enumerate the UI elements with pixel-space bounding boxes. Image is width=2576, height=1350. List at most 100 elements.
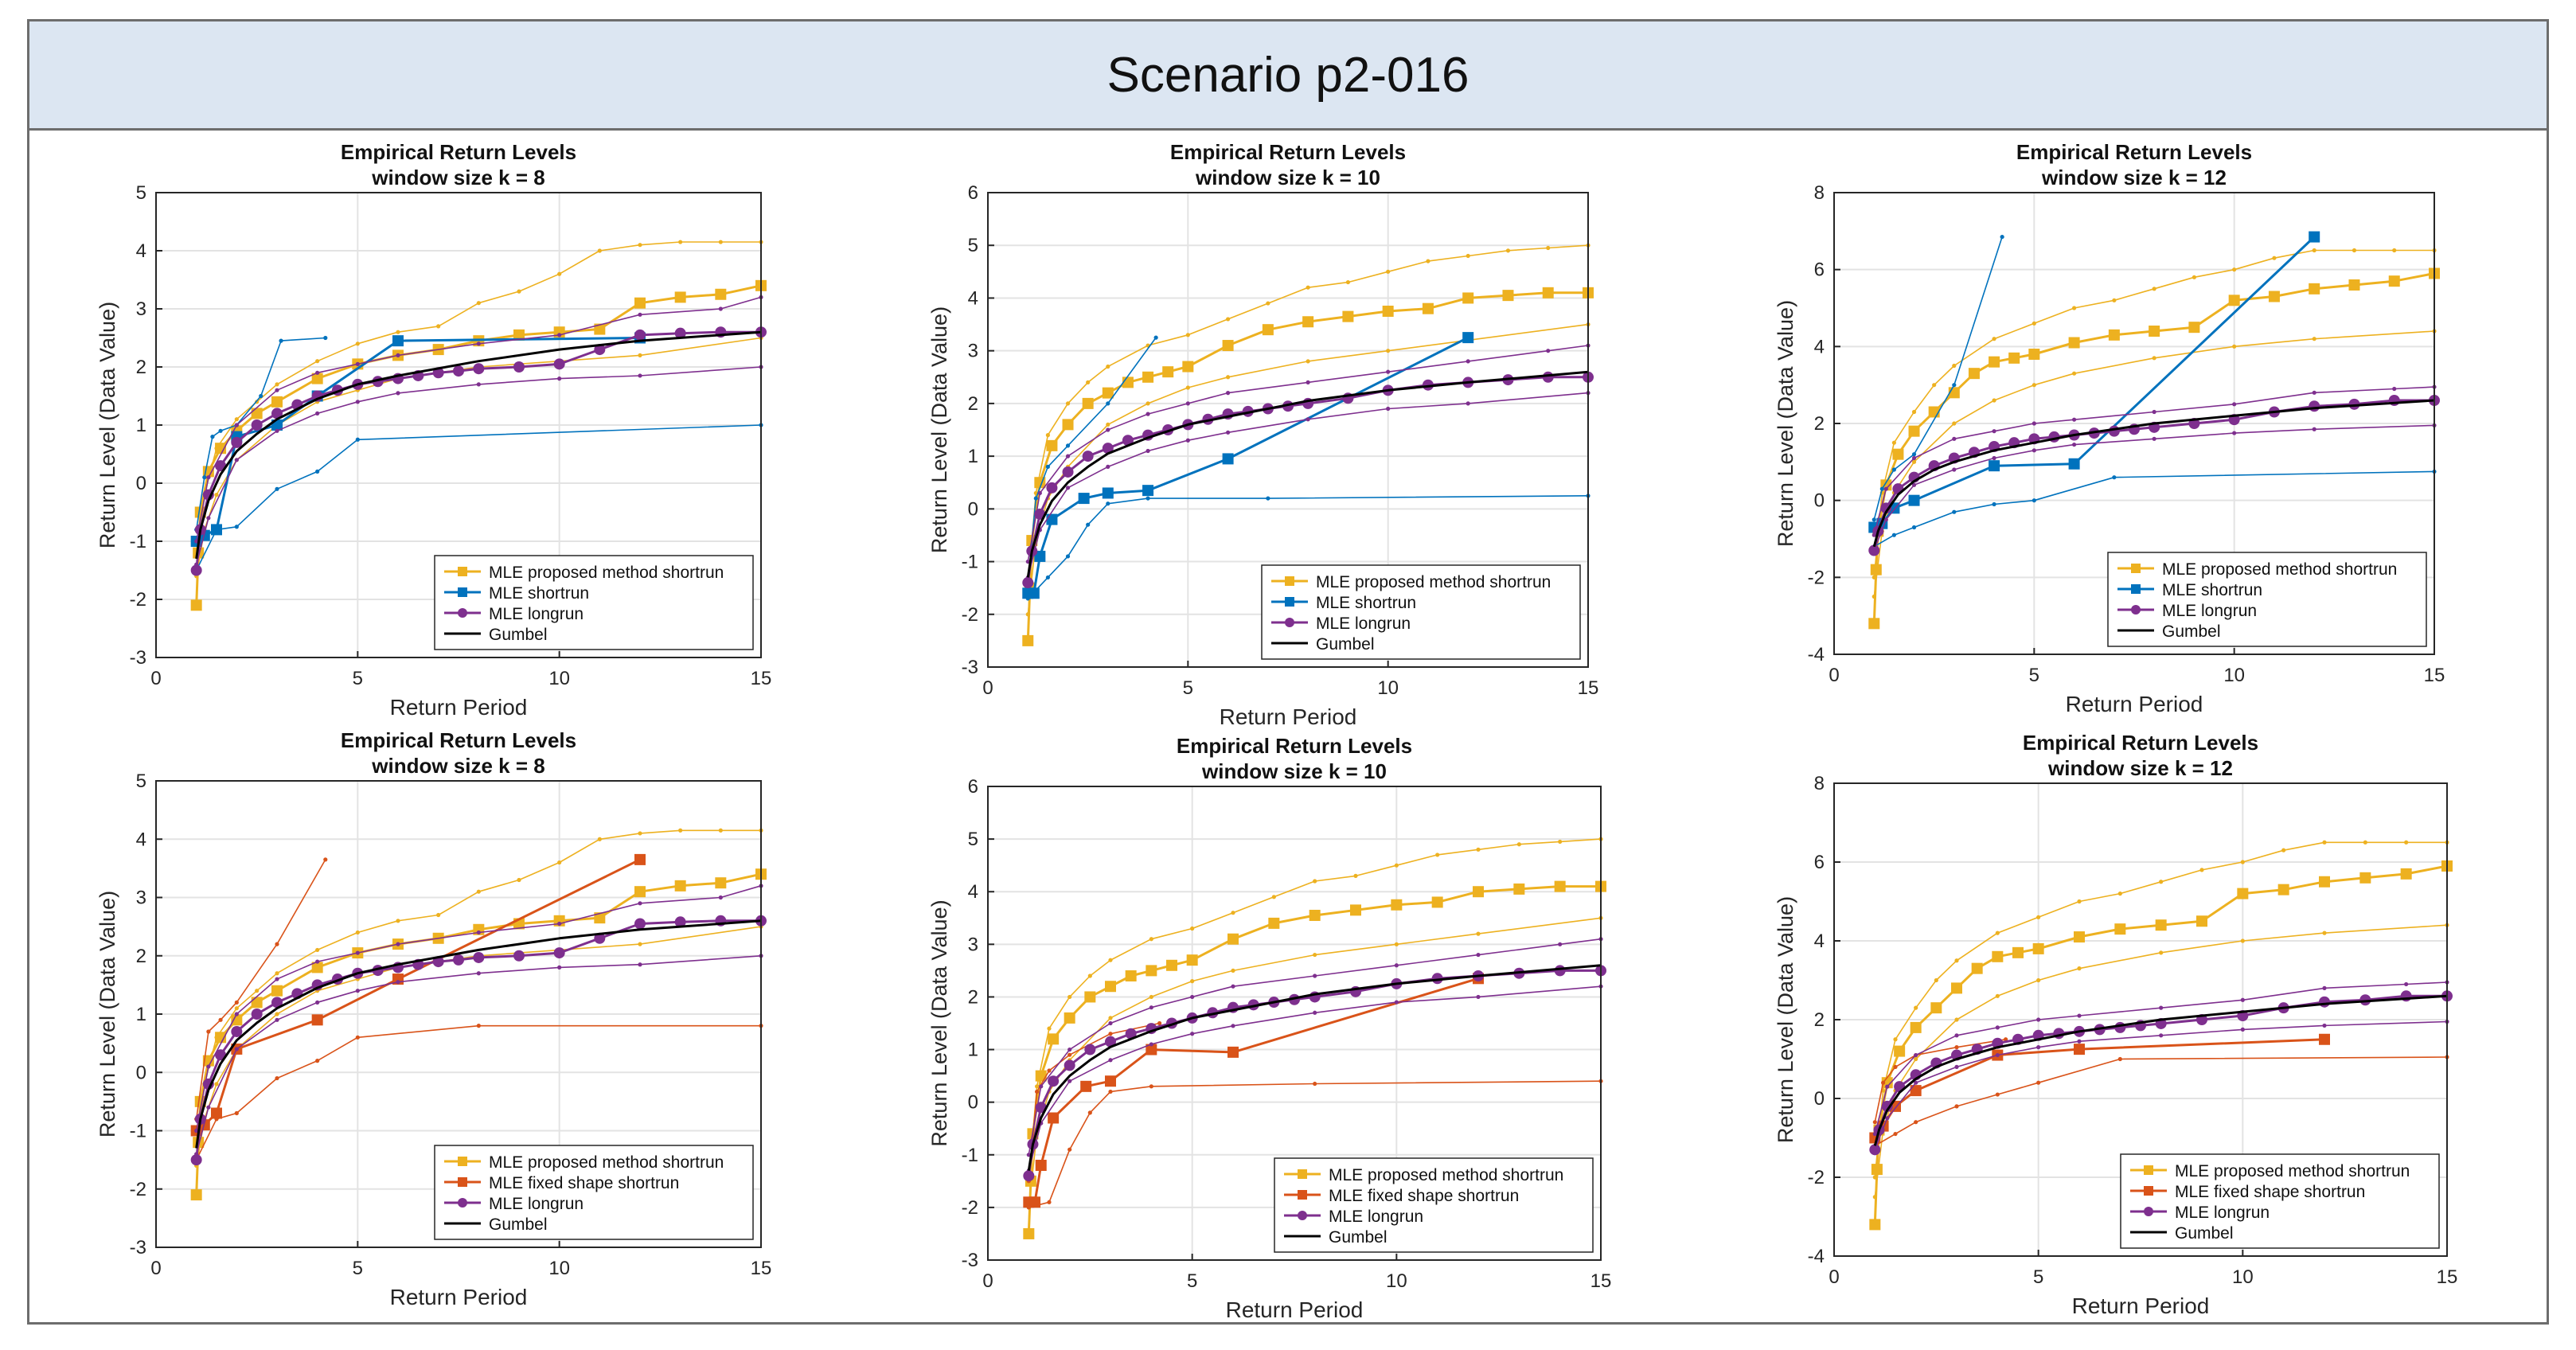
data-point <box>275 1017 279 1022</box>
data-point <box>1885 1084 1890 1089</box>
data-point <box>2159 880 2164 884</box>
data-point <box>1306 417 1310 422</box>
data-point <box>1910 1085 1922 1097</box>
data-point <box>355 1035 360 1040</box>
data-point <box>678 240 683 244</box>
data-point <box>1045 433 1050 438</box>
data-point <box>594 932 606 944</box>
data-point <box>1954 1033 1959 1038</box>
data-point <box>1476 952 1481 958</box>
legend-swatch-marker <box>1285 576 1294 586</box>
data-point <box>638 243 642 248</box>
series-longrun-bound <box>194 954 763 1157</box>
legend-swatch-marker <box>1298 1211 1307 1220</box>
legend: MLE proposed method shortrun MLE fixed sh… <box>2120 1153 2440 1249</box>
x-tick-label: 0 <box>150 1258 161 1279</box>
y-tick-label: 1 <box>968 1040 978 1061</box>
data-point <box>2312 390 2316 395</box>
x-tick-label: 15 <box>1578 677 1599 699</box>
legend-swatch-marker <box>1285 597 1294 607</box>
series-longrun-bound <box>194 365 763 567</box>
data-point <box>2036 977 2041 983</box>
data-point <box>1466 401 1470 406</box>
data-point <box>557 965 562 970</box>
data-point <box>1554 965 1566 977</box>
y-tick-label: -2 <box>962 1197 978 1219</box>
data-point <box>1431 896 1443 908</box>
data-point <box>634 297 646 309</box>
data-point <box>1954 1104 1959 1109</box>
series-gumbel-gumbel <box>1026 370 1589 578</box>
y-tick-label: 4 <box>136 240 146 262</box>
legend-swatch-marker <box>458 1177 467 1187</box>
y-tick-label: -2 <box>130 1179 146 1200</box>
data-point <box>2240 860 2245 864</box>
y-tick-label: -2 <box>1808 567 1825 588</box>
legend-entry-label: MLE shortrun <box>1316 594 1416 612</box>
chart-panel-3: 0 5 10 15 -4 -2 0 2 4 6 8 Empirical Return Levelswi… <box>1774 140 2445 716</box>
data-point <box>2196 915 2207 927</box>
data-point <box>275 1012 279 1016</box>
series-line <box>1873 249 2434 578</box>
data-point <box>279 338 283 343</box>
data-point <box>251 997 263 1009</box>
series-gumbel-gumbel <box>195 330 762 560</box>
series-line <box>1873 236 2003 521</box>
y-tick-label: 2 <box>136 357 146 378</box>
data-point <box>1067 994 1072 1000</box>
data-point <box>1872 575 1876 579</box>
data-point <box>1992 337 1996 341</box>
data-point <box>1228 1046 1239 1058</box>
data-point <box>1142 371 1154 383</box>
data-point <box>275 942 279 946</box>
data-point <box>1190 926 1195 931</box>
data-point <box>1023 1170 1035 1182</box>
legend-entry-label: MLE proposed method shortrun <box>489 1153 724 1172</box>
series-fixed-bound <box>1026 1079 1603 1210</box>
data-point <box>1313 973 1317 978</box>
data-point <box>1149 1042 1153 1047</box>
data-point <box>1080 1080 1092 1092</box>
y-tick-label: 6 <box>1814 852 1825 873</box>
x-tick-label: 5 <box>2029 665 2039 686</box>
data-point <box>315 947 320 953</box>
data-point <box>2032 498 2036 503</box>
data-point <box>2240 997 2245 1002</box>
data-point <box>2268 291 2280 302</box>
data-point <box>634 886 646 898</box>
legend-swatch-marker <box>2131 564 2141 573</box>
data-point <box>473 363 485 375</box>
data-point <box>1952 421 1957 426</box>
y-tick-label: 0 <box>1814 490 1825 512</box>
data-point <box>315 959 320 964</box>
data-point <box>1146 401 1150 406</box>
legend-swatch-marker <box>1285 618 1294 627</box>
data-point <box>1391 899 1403 911</box>
data-point <box>2072 417 2077 422</box>
series-line <box>195 919 762 1149</box>
data-point <box>1022 577 1034 589</box>
legend-entry-label: MLE fixed shape shortrun <box>489 1174 679 1192</box>
data-point <box>1309 909 1321 921</box>
data-point <box>1146 412 1150 416</box>
data-point <box>311 1014 323 1026</box>
y-tick-label: 1 <box>136 1004 146 1025</box>
data-point <box>194 562 199 567</box>
data-point <box>2068 458 2080 470</box>
legend: MLE proposed method shortrun MLE fixed sh… <box>434 1145 754 1240</box>
data-point <box>190 1154 202 1166</box>
data-point <box>1894 1045 1906 1057</box>
series-longrun-bound <box>1025 391 1590 580</box>
data-point <box>634 918 646 930</box>
data-point <box>1146 496 1150 501</box>
legend-swatch-marker <box>1298 1190 1307 1200</box>
data-point <box>638 373 642 378</box>
data-point <box>234 525 239 529</box>
data-point <box>597 248 602 253</box>
data-point <box>513 361 525 373</box>
data-point <box>1149 994 1153 1000</box>
series-line <box>1873 470 2435 548</box>
legend-entry-label: MLE proposed method shortrun <box>1329 1166 1563 1184</box>
data-point <box>1185 438 1190 443</box>
series-line <box>195 337 326 530</box>
